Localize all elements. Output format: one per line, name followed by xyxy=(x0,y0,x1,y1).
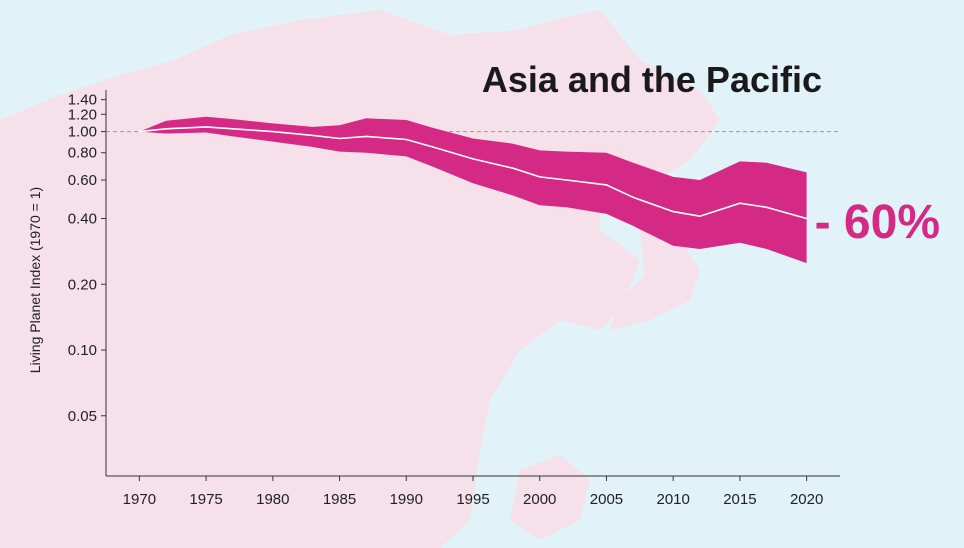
x-tick-label: 2020 xyxy=(790,491,823,508)
index-line xyxy=(139,126,807,220)
x-tick-label: 1985 xyxy=(323,491,356,508)
y-tick-label: 0.05 xyxy=(68,408,97,425)
change-label: - 60% xyxy=(815,196,940,249)
series-band-layer xyxy=(139,116,807,264)
x-tick-label: 2000 xyxy=(523,491,556,508)
y-tick-label: 0.40 xyxy=(68,211,97,228)
y-axis-label: Living Planet Index (1970 = 1) xyxy=(27,187,43,373)
text-layer: 1.401.201.00 0.80 0.60 0.40 0.20 0.10 0.05 1970… xyxy=(27,59,940,508)
x-tick-label: 2015 xyxy=(723,491,756,508)
y-tick-label: 1.40 xyxy=(68,92,97,109)
x-tick-label: 1995 xyxy=(456,491,489,508)
chart-title: Asia and the Pacific xyxy=(482,59,822,100)
y-tick-label: 1.20 xyxy=(68,106,97,123)
map-land-japan xyxy=(610,230,700,330)
x-tick-label: 2005 xyxy=(590,491,623,508)
confidence-band xyxy=(139,116,807,264)
x-tick-label: 1975 xyxy=(189,491,222,508)
y-tick-label: 1.00 xyxy=(68,124,97,141)
x-tick-label: 1990 xyxy=(390,491,423,508)
map-land-asia xyxy=(0,10,720,548)
y-tick-label: 0.10 xyxy=(68,342,97,359)
x-tick-label: 1970 xyxy=(123,491,156,508)
x-tick-label: 2010 xyxy=(656,491,689,508)
y-tick-label: 0.60 xyxy=(68,172,97,189)
y-tick-label: 0.20 xyxy=(68,276,97,293)
x-tick-label: 1980 xyxy=(256,491,289,508)
y-tick-label: 0.80 xyxy=(68,145,97,162)
